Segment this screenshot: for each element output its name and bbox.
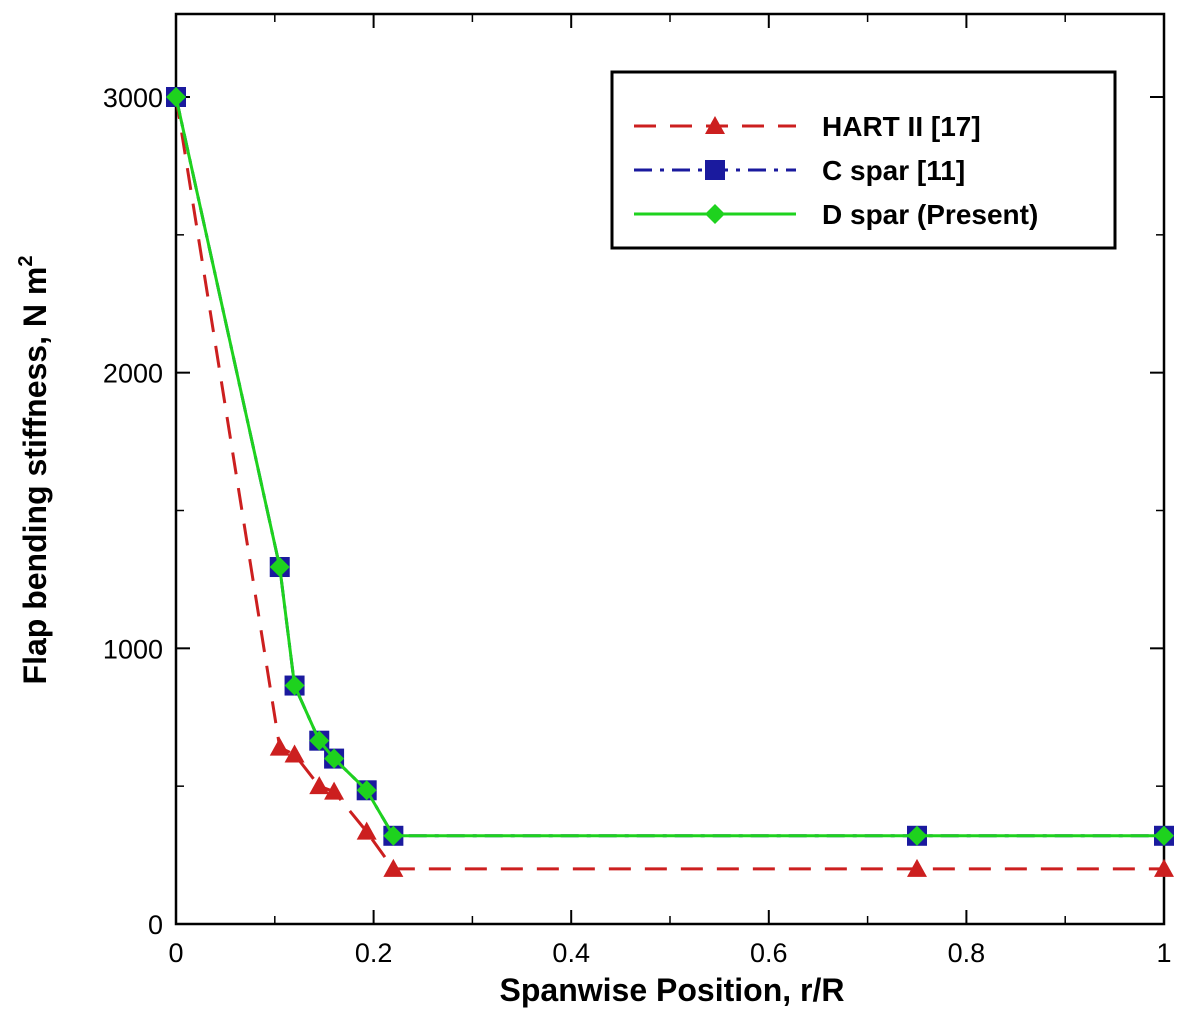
y-axis-title-main: Flap bending stiffness, N m	[17, 267, 53, 685]
data-point	[907, 858, 927, 877]
legend-box	[610, 70, 1117, 250]
y-tick-label: 2000	[103, 359, 163, 389]
y-tick-label: 3000	[103, 83, 163, 113]
x-tick-label: 0.2	[355, 938, 393, 968]
data-point	[269, 557, 290, 578]
y-axis-title-superscript: 2	[15, 256, 37, 267]
data-point	[166, 87, 186, 107]
data-point	[907, 825, 927, 846]
legend-item: C spar [11]	[634, 155, 965, 186]
x-tick-label: 0	[168, 938, 183, 968]
data-point	[1154, 825, 1174, 846]
data-point	[383, 858, 404, 877]
y-axis-title: Flap bending stiffness, N m2	[15, 256, 53, 685]
legend-label: D spar (Present)	[822, 199, 1038, 230]
data-point	[383, 825, 404, 846]
data-point	[284, 675, 305, 696]
legend-item: D spar (Present)	[634, 199, 1038, 230]
legend-marker	[705, 160, 725, 180]
data-point	[269, 737, 290, 756]
series-layer	[166, 87, 1174, 877]
data-point	[356, 780, 377, 801]
data-point	[1154, 858, 1174, 877]
data-point	[309, 730, 330, 751]
x-tick-label: 0.8	[948, 938, 986, 968]
x-axis-title: Spanwise Position, r/R	[500, 972, 845, 1008]
data-point	[309, 776, 330, 795]
data-point	[324, 781, 345, 800]
x-tick-label: 0.4	[552, 938, 590, 968]
legend-marker	[705, 204, 725, 224]
y-tick-label: 0	[148, 910, 163, 940]
x-tick-label: 1	[1156, 938, 1171, 968]
legend-label: C spar [11]	[822, 155, 965, 186]
legend: HART II [17] C spar [11] D spar (Present)	[610, 70, 1117, 250]
legend-item: HART II [17]	[634, 111, 981, 142]
data-point	[356, 821, 377, 840]
y-tick-label: 1000	[103, 634, 163, 664]
x-tick-label: 0.6	[750, 938, 788, 968]
legend-label: HART II [17]	[822, 111, 981, 142]
legend-marker	[705, 116, 725, 134]
series-triangle	[166, 87, 1174, 877]
series-diamond	[166, 87, 1174, 846]
ticks: 0 0.2 0.4 0.6 0.8 1 0 1000 2000 3000	[103, 14, 1172, 968]
data-point	[324, 748, 345, 769]
data-point	[284, 744, 305, 763]
